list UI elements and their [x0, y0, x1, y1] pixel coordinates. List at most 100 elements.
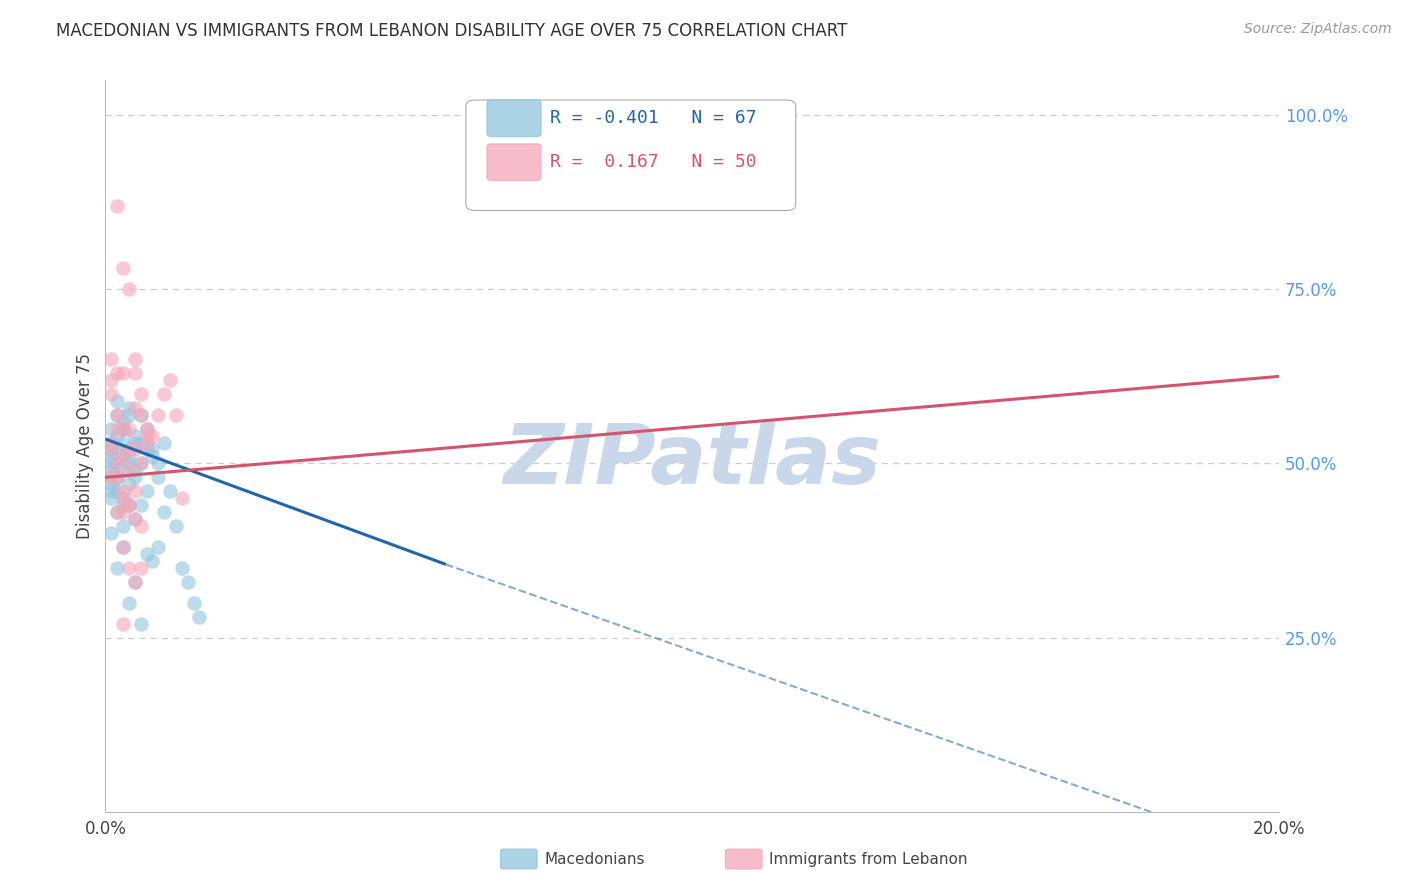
Point	[170, 561, 193, 575]
Point	[141, 554, 163, 568]
Point	[165, 519, 187, 533]
Point	[141, 450, 163, 464]
Point	[118, 498, 141, 512]
Point	[153, 435, 176, 450]
Point	[118, 477, 141, 491]
Y-axis label: Disability Age Over 75: Disability Age Over 75	[76, 353, 94, 539]
Text: MACEDONIAN VS IMMIGRANTS FROM LEBANON DISABILITY AGE OVER 75 CORRELATION CHART: MACEDONIAN VS IMMIGRANTS FROM LEBANON DI…	[56, 22, 848, 40]
Point	[100, 491, 122, 506]
Point	[124, 512, 146, 526]
Point	[124, 470, 146, 484]
Point	[100, 470, 122, 484]
Point	[112, 435, 135, 450]
Point	[118, 561, 141, 575]
Point	[100, 373, 122, 387]
Point	[105, 505, 128, 519]
Point	[183, 596, 205, 610]
Point	[112, 491, 135, 506]
Point	[118, 401, 141, 415]
Point	[100, 526, 122, 541]
Point	[112, 261, 135, 276]
Point	[118, 498, 141, 512]
Point	[124, 366, 146, 380]
Point	[105, 470, 128, 484]
Point	[105, 393, 128, 408]
Point	[135, 421, 157, 435]
Point	[153, 386, 176, 401]
Point	[124, 574, 146, 589]
Point	[100, 421, 122, 435]
Point	[112, 463, 135, 477]
Point	[112, 450, 135, 464]
Point	[124, 351, 146, 366]
Point	[141, 428, 163, 442]
Point	[100, 435, 122, 450]
Point	[100, 463, 122, 477]
Point	[112, 484, 135, 499]
Point	[124, 484, 146, 499]
FancyBboxPatch shape	[486, 144, 541, 180]
Point	[129, 408, 152, 422]
Point	[129, 457, 152, 471]
Point	[129, 561, 152, 575]
Point	[100, 386, 122, 401]
Point	[129, 408, 152, 422]
Point	[105, 561, 128, 575]
Point	[118, 442, 141, 457]
Point	[153, 505, 176, 519]
Point	[100, 457, 122, 471]
Point	[129, 435, 152, 450]
Text: R =  0.167   N = 50: R = 0.167 N = 50	[550, 153, 756, 171]
Point	[135, 442, 157, 457]
Point	[105, 366, 128, 380]
Point	[105, 470, 128, 484]
Point	[124, 442, 146, 457]
Point	[105, 470, 128, 484]
Point	[100, 351, 122, 366]
Point	[105, 457, 128, 471]
Point	[105, 408, 128, 422]
Point	[118, 408, 141, 422]
Point	[135, 421, 157, 435]
Point	[112, 450, 135, 464]
Point	[118, 282, 141, 296]
Point	[100, 470, 122, 484]
Point	[159, 373, 181, 387]
Text: ZIPatlas: ZIPatlas	[503, 420, 882, 501]
Point	[148, 408, 170, 422]
Point	[112, 505, 135, 519]
Point	[118, 450, 141, 464]
Text: Macedonians: Macedonians	[544, 853, 644, 867]
Point	[148, 457, 170, 471]
Point	[112, 491, 135, 506]
Point	[112, 498, 135, 512]
FancyBboxPatch shape	[486, 100, 541, 136]
Point	[188, 609, 211, 624]
Point	[129, 386, 152, 401]
Point	[100, 442, 122, 457]
Point	[124, 428, 146, 442]
Point	[100, 477, 122, 491]
Point	[100, 442, 122, 457]
Point	[176, 574, 198, 589]
Point	[112, 421, 135, 435]
FancyBboxPatch shape	[465, 100, 796, 211]
Point	[112, 366, 135, 380]
Point	[165, 408, 187, 422]
Point	[135, 428, 157, 442]
Point	[124, 463, 146, 477]
Point	[112, 616, 135, 631]
Point	[124, 401, 146, 415]
Point	[170, 491, 193, 506]
Text: R = -0.401   N = 67: R = -0.401 N = 67	[550, 110, 756, 128]
Point	[112, 540, 135, 554]
Point	[100, 484, 122, 499]
Point	[135, 435, 157, 450]
Point	[148, 540, 170, 554]
Point	[100, 435, 122, 450]
Point	[141, 442, 163, 457]
Point	[124, 435, 146, 450]
Point	[105, 199, 128, 213]
Point	[135, 547, 157, 561]
Point	[148, 470, 170, 484]
